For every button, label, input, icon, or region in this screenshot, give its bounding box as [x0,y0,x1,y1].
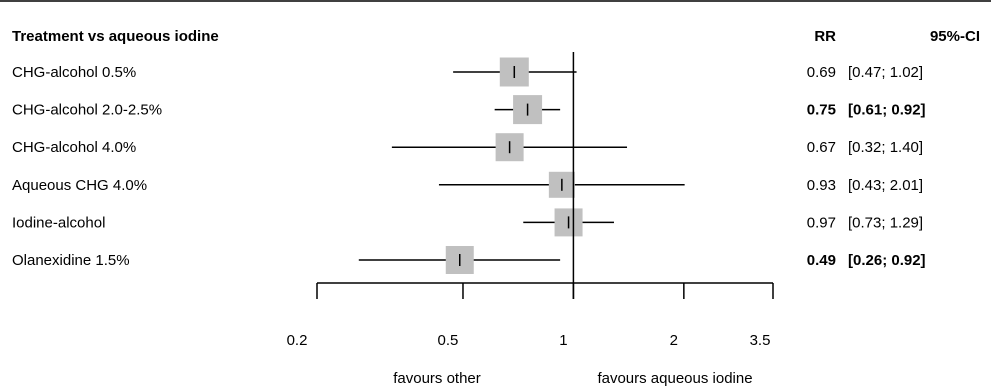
study-label: Iodine-alcohol [12,214,105,231]
study-row: CHG-alcohol 4.0% 0.67 [0.32; 1.40] [12,133,923,162]
study-label: Olanexidine 1.5% [12,252,130,269]
header-rr: RR [814,28,836,45]
x-tick-label: 1 [559,332,567,349]
ci-value: [0.47; 1.02] [848,64,923,81]
study-row: CHG-alcohol 0.5% 0.69 [0.47; 1.02] [12,57,923,87]
x-tick-label: 0.2 [287,332,308,349]
rr-value: 0.69 [807,64,836,81]
favours-left-label: favours other [393,370,481,387]
x-tick-label: 3.5 [750,332,771,349]
rr-value: 0.97 [807,214,836,231]
ci-value: [0.43; 2.01] [848,177,923,194]
ci-value: [0.61; 0.92] [848,102,926,119]
favours-right-label: favours aqueous iodine [597,370,752,387]
study-label: CHG-alcohol 2.0-2.5% [12,102,162,119]
header-ci: 95%-CI [930,28,980,45]
study-row: Aqueous CHG 4.0% 0.93 [0.43; 2.01] [12,171,923,198]
rr-value: 0.49 [807,252,836,269]
header-treatment-label: Treatment vs aqueous iodine [12,28,219,45]
x-tick-label: 2 [670,332,678,349]
ci-value: [0.32; 1.40] [848,139,923,156]
ci-value: [0.73; 1.29] [848,214,923,231]
study-rows: CHG-alcohol 0.5% 0.69 [0.47; 1.02]CHG-alco… [12,57,926,274]
study-label: Aqueous CHG 4.0% [12,177,147,194]
study-row: Iodine-alcohol 0.97 [0.73; 1.29] [12,208,923,237]
x-tick-label: 0.5 [438,332,459,349]
rr-value: 0.93 [807,177,836,194]
study-row: CHG-alcohol 2.0-2.5% 0.75 [0.61; 0.92] [12,95,926,125]
study-label: CHG-alcohol 4.0% [12,139,136,156]
study-row: Olanexidine 1.5% 0.49 [0.26; 0.92] [12,246,926,274]
rr-value: 0.75 [807,102,836,119]
x-axis: 0.2 0.5 1 2 3.5 [287,52,774,349]
study-label: CHG-alcohol 0.5% [12,64,136,81]
rr-value: 0.67 [807,139,836,156]
ci-value: [0.26; 0.92] [848,252,926,269]
